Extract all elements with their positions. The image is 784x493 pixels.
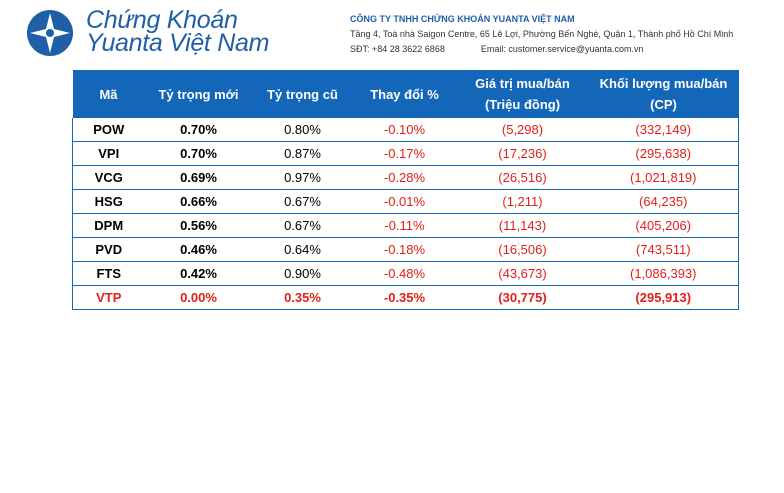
cell-change: -0.28% — [352, 165, 457, 190]
cell-value: (43,673) — [456, 261, 589, 286]
cell-value: (17,236) — [456, 141, 589, 166]
cell-change: -0.35% — [352, 285, 457, 310]
cell-volume: (332,149) — [588, 118, 739, 142]
cell-old: 0.67% — [252, 189, 353, 214]
cell-value: (26,516) — [456, 165, 589, 190]
cell-old: 0.35% — [252, 285, 353, 310]
table-row: VTP 0.00% 0.35% -0.35% (30,775) (295,913) — [72, 285, 739, 310]
table-row: POW 0.70% 0.80% -0.10% (5,298) (332,149) — [72, 118, 739, 142]
cell-new: 0.46% — [144, 237, 253, 262]
yuanta-logo-icon — [27, 10, 73, 56]
company-email: Email: customer.service@yuanta.com.vn — [480, 44, 644, 54]
allocation-table: Mã Tỷ trọng mới Tỷ trọng cũ Thay đổi % G… — [72, 70, 739, 310]
cell-volume: (295,913) — [588, 285, 739, 310]
cell-value: (30,775) — [456, 285, 589, 310]
cell-volume: (743,511) — [588, 237, 739, 262]
cell-code: FTS — [72, 261, 145, 286]
cell-change: -0.01% — [352, 189, 457, 214]
company-address: Tầng 4, Toà nhà Saigon Centre, 65 Lê Lợi… — [350, 29, 734, 39]
cell-old: 0.67% — [252, 213, 353, 238]
logo-line-2: Yuanta Việt Nam — [86, 29, 270, 57]
cell-change: -0.11% — [352, 213, 457, 238]
table-row: HSG 0.66% 0.67% -0.01% (1,211) (64,235) — [72, 189, 739, 214]
cell-volume: (295,638) — [588, 141, 739, 166]
header-change: Thay đổi % — [352, 70, 457, 118]
cell-code: DPM — [72, 213, 145, 238]
cell-code: VPI — [72, 141, 145, 166]
cell-change: -0.17% — [352, 141, 457, 166]
cell-code: VCG — [72, 165, 145, 190]
cell-old: 0.64% — [252, 237, 353, 262]
cell-old: 0.90% — [252, 261, 353, 286]
cell-new: 0.42% — [144, 261, 253, 286]
cell-new: 0.70% — [144, 118, 253, 142]
cell-change: -0.18% — [352, 237, 457, 262]
header-value: Giá trị mua/bán (Triệu đồng) — [456, 70, 589, 118]
cell-value: (11,143) — [456, 213, 589, 238]
cell-old: 0.80% — [252, 118, 353, 142]
cell-code: VTP — [72, 285, 145, 310]
company-contact: SĐT: +84 28 3622 6868 Email: customer.ser… — [350, 42, 780, 57]
table-row: VCG 0.69% 0.97% -0.28% (26,516) (1,021,819) — [72, 165, 739, 190]
cell-volume: (1,086,393) — [588, 261, 739, 286]
header-code: Mã — [72, 70, 145, 118]
header-volume: Khối lượng mua/bán (CP) — [588, 70, 739, 118]
cell-change: -0.48% — [352, 261, 457, 286]
cell-volume: (1,021,819) — [588, 165, 739, 190]
company-name: CÔNG TY TNHH CHỨNG KHOÁN YUANTA VIỆT NAM — [350, 14, 575, 24]
logo-line-1: Chứng Khoán — [86, 6, 238, 34]
company-phone: SĐT: +84 28 3622 6868 — [350, 44, 445, 54]
cell-change: -0.10% — [352, 118, 457, 142]
cell-old: 0.97% — [252, 165, 353, 190]
header-new-weight: Tỷ trọng mới — [144, 70, 253, 118]
cell-volume: (405,206) — [588, 213, 739, 238]
header-old-weight: Tỷ trọng cũ — [252, 70, 353, 118]
cell-new: 0.69% — [144, 165, 253, 190]
cell-value: (1,211) — [456, 189, 589, 214]
table-row: VPI 0.70% 0.87% -0.17% (17,236) (295,638) — [72, 141, 739, 166]
cell-code: PVD — [72, 237, 145, 262]
cell-new: 0.70% — [144, 141, 253, 166]
table-row: DPM 0.56% 0.67% -0.11% (11,143) (405,206) — [72, 213, 739, 238]
table-row: PVD 0.46% 0.64% -0.18% (16,506) (743,511) — [72, 237, 739, 262]
cell-new: 0.66% — [144, 189, 253, 214]
cell-new: 0.56% — [144, 213, 253, 238]
cell-old: 0.87% — [252, 141, 353, 166]
logo-wordmark: Chứng Khoán Yuanta Việt Nam — [86, 6, 322, 57]
cell-volume: (64,235) — [588, 189, 739, 214]
company-info: CÔNG TY TNHH CHỨNG KHOÁN YUANTA VIỆT NAM… — [350, 12, 780, 57]
cell-code: POW — [72, 118, 145, 142]
cell-value: (5,298) — [456, 118, 589, 142]
cell-code: HSG — [72, 189, 145, 214]
table-header-row: Mã Tỷ trọng mới Tỷ trọng cũ Thay đổi % G… — [72, 70, 739, 118]
cell-value: (16,506) — [456, 237, 589, 262]
cell-new: 0.00% — [144, 285, 253, 310]
table-row: FTS 0.42% 0.90% -0.48% (43,673) (1,086,393) — [72, 261, 739, 286]
